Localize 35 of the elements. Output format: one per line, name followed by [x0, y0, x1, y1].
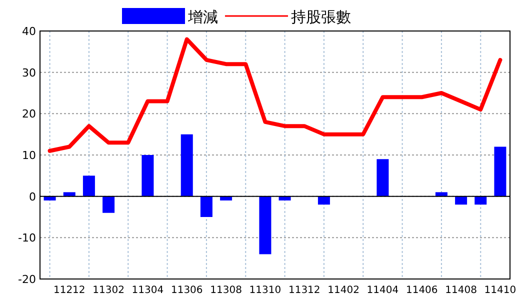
- y-tick-label: -10: [18, 232, 36, 245]
- bar: [474, 196, 487, 205]
- x-tick-label: 11212: [53, 285, 86, 296]
- bar: [455, 196, 468, 205]
- bar: [142, 155, 154, 196]
- bar: [200, 196, 212, 217]
- x-tick-label: 11308: [210, 285, 242, 296]
- bar: [102, 196, 115, 213]
- x-tick-label: 11306: [170, 285, 203, 296]
- y-tick-label: 0: [29, 190, 36, 204]
- x-tick-label: 11302: [92, 285, 124, 296]
- y-tick-label: 10: [22, 149, 36, 162]
- y-tick-label: 20: [22, 108, 36, 121]
- x-tick-label: 11406: [406, 285, 438, 296]
- line-series: [48, 37, 502, 153]
- x-tick-label: 11312: [288, 285, 320, 296]
- bar: [259, 196, 272, 254]
- x-tick-label: 11304: [132, 285, 164, 296]
- y-tick-label: -20: [18, 273, 36, 286]
- bar: [318, 196, 330, 205]
- x-tick-label: 11402: [328, 285, 360, 296]
- bar: [180, 134, 193, 196]
- bar: [376, 159, 389, 196]
- bar: [63, 192, 76, 196]
- x-tick-label: 11408: [445, 285, 477, 296]
- y-tick-label: 40: [22, 25, 36, 38]
- legend-label: 持股張數: [291, 8, 351, 26]
- bar: [494, 146, 506, 196]
- x-tick-label: 11310: [249, 285, 282, 296]
- y-tick-label: 30: [22, 66, 36, 80]
- x-tick-label: 11410: [484, 285, 516, 296]
- bar: [82, 176, 95, 196]
- bar: [435, 192, 448, 196]
- x-tick-label: 11404: [366, 285, 399, 296]
- legend-label: 增減: [187, 8, 218, 26]
